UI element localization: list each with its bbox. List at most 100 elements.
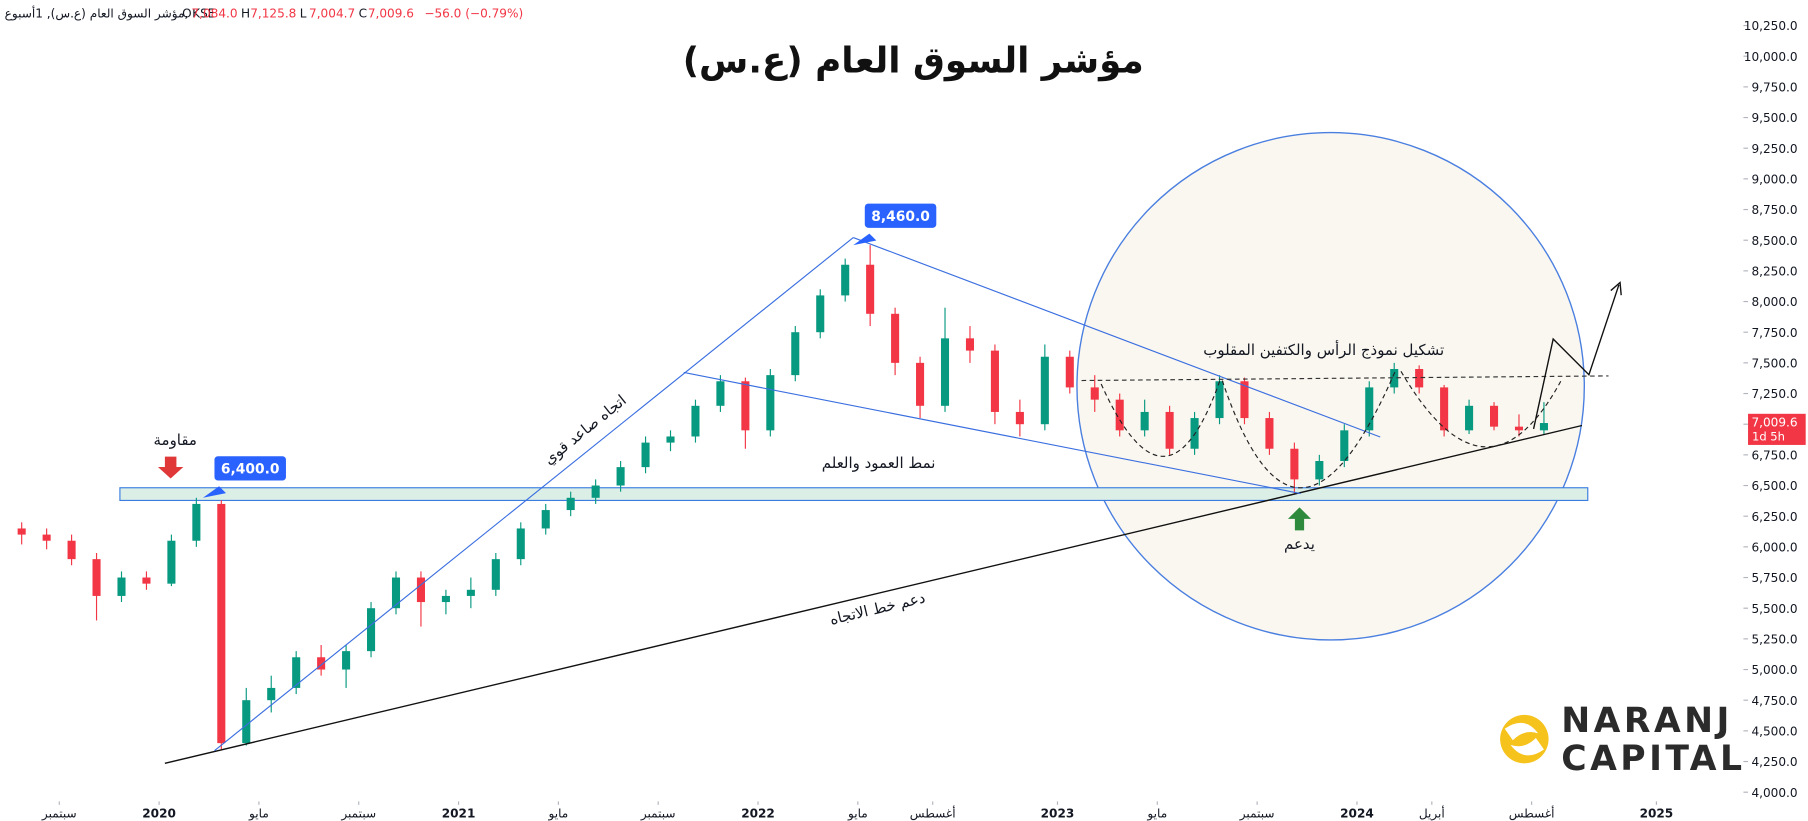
candle-body: [342, 651, 351, 670]
x-tick-label: أغسطس: [1509, 806, 1555, 821]
candle-body: [117, 577, 126, 596]
annotation: يدعم: [1284, 535, 1315, 553]
y-tick-label: 5,750.0: [1751, 571, 1797, 585]
ohlc-key: O: [182, 6, 192, 20]
annotation: تشكيل نموذج الرأس والكتفين المقلوب: [1203, 340, 1444, 360]
badge-pointer: [853, 233, 877, 246]
candle-body: [92, 559, 101, 596]
candle-body: [317, 657, 326, 670]
y-tick-label: 4,750.0: [1751, 694, 1797, 708]
trend-support-line: [164, 424, 1583, 765]
x-tick-label: 2023: [1041, 807, 1075, 821]
y-tick-label: 9,250.0: [1751, 142, 1797, 156]
y-tick-label: 4,500.0: [1751, 724, 1797, 738]
y-tick-label: 6,000.0: [1751, 540, 1797, 554]
price-badge-label: 6,400.0: [221, 462, 280, 478]
last-price-label: 7,009.6: [1751, 415, 1797, 429]
x-tick-label: 2020: [142, 807, 176, 821]
candle-body: [1340, 430, 1349, 461]
chart-title: مؤشر السوق العام (ع.س): [683, 41, 1144, 82]
ohlc-key: L: [300, 6, 307, 20]
candle-body: [990, 350, 999, 412]
ohlc-key: C: [359, 6, 367, 20]
logo-icon: [1500, 714, 1549, 764]
y-tick-label: 8,250.0: [1751, 264, 1797, 278]
candle-body: [1140, 411, 1149, 431]
logo-swirl: [1504, 722, 1544, 756]
candle-body: [1315, 460, 1324, 480]
candle-body: [965, 338, 975, 351]
candle-body: [242, 700, 251, 744]
candle-body: [891, 313, 900, 363]
y-tick-label: 4,250.0: [1751, 755, 1797, 769]
price-badge: [214, 456, 286, 481]
y-tick-label: 6,750.0: [1751, 448, 1797, 462]
x-tick-label: سبتمبر: [640, 807, 676, 821]
header: مؤشر السوق العام (ع.س), 1أسبوع, KSE O 7,0…: [5, 5, 524, 21]
x-tick-label: 2025: [1640, 807, 1674, 821]
y-tick-label: 8,750.0: [1751, 203, 1797, 217]
candle-body: [1514, 426, 1524, 431]
logo-text: CAPITAL: [1561, 739, 1745, 779]
x-tick-label: أغسطس: [910, 806, 956, 821]
y-tick-label: 8,000.0: [1751, 295, 1797, 309]
candle-body: [1415, 369, 1424, 388]
x-tick-label: مايو: [248, 807, 269, 821]
candle-body: [1015, 411, 1024, 425]
y-tick-label: 7,250.0: [1751, 387, 1797, 401]
candle-body: [1240, 381, 1249, 419]
logo-text: NARANJ: [1561, 701, 1733, 741]
candle-body: [1165, 411, 1174, 449]
candle-body: [1265, 418, 1274, 449]
annotation: نمط العمود والعلم: [822, 454, 936, 472]
resistance-arrow: [157, 456, 184, 479]
candle-body: [1090, 387, 1099, 400]
candle-body: [816, 295, 825, 333]
last-price-badge: [1748, 413, 1806, 445]
y-tick-label: 9,000.0: [1751, 172, 1797, 186]
candle-body: [916, 362, 925, 406]
x-tick-label: مايو: [547, 807, 568, 821]
candle-body: [491, 559, 500, 590]
candle-body: [516, 528, 525, 560]
candle-body: [167, 540, 176, 584]
candle-body: [1390, 369, 1399, 388]
neckline: [1081, 375, 1609, 382]
highlight-circle: [1076, 131, 1585, 641]
candle-body: [67, 540, 76, 560]
ohlc-value: 7,004.7: [309, 6, 355, 20]
y-tick-label: 7,500.0: [1751, 356, 1797, 370]
candle-body: [566, 497, 575, 511]
y-tick-label: 6,250.0: [1751, 510, 1797, 524]
candle-body: [267, 687, 276, 701]
head: [1221, 371, 1396, 489]
y-tick-label: 10,250.0: [1744, 19, 1798, 33]
change-label: −56.0 (−0.79%): [424, 6, 523, 20]
y-tick-label: 8,500.0: [1751, 234, 1797, 248]
x-tick-label: سبتمبر: [41, 807, 77, 821]
drawings: [164, 237, 1622, 765]
y-tick-label: 9,750.0: [1751, 80, 1797, 94]
candle-body: [192, 503, 201, 541]
y-tick-label: 6,500.0: [1751, 479, 1797, 493]
x-tick-label: سبتمبر: [1239, 807, 1275, 821]
candle-body: [292, 657, 301, 688]
right-shoulder: [1400, 371, 1563, 448]
candle-body: [1290, 448, 1299, 480]
candle-body: [741, 381, 750, 431]
candle-body: [1440, 387, 1449, 431]
candle-body: [716, 381, 725, 406]
candle-body: [391, 577, 401, 609]
candle-body: [1539, 423, 1548, 431]
candle-body: [217, 503, 226, 744]
y-tick-label: 9,500.0: [1751, 111, 1797, 125]
candle-body: [466, 589, 475, 596]
x-tick-label: مايو: [847, 807, 868, 821]
ohlc-value: 7,125.8: [250, 6, 296, 20]
flag-upper-line: [853, 237, 1381, 438]
candle-body: [866, 264, 875, 314]
candle-body: [691, 405, 700, 437]
arrow-head: [1610, 281, 1622, 296]
candle-body: [367, 608, 376, 652]
